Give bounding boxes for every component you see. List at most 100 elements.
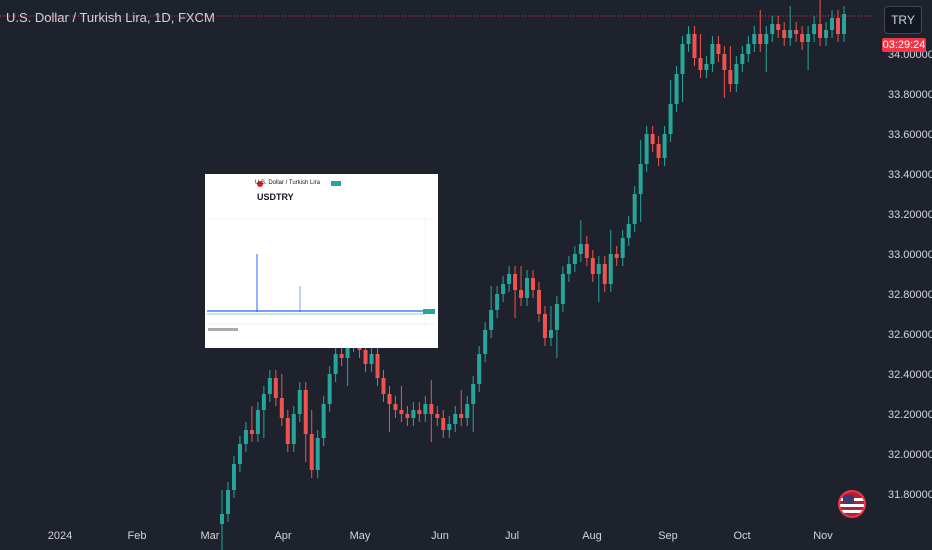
y-tick-label: 33.20000: [888, 209, 932, 221]
x-tick-label: Apr: [274, 530, 291, 542]
candle-body: [267, 378, 272, 394]
candle-body: [740, 54, 745, 64]
y-tick-label: 33.40000: [888, 169, 932, 181]
candle-body: [692, 34, 697, 58]
candle-body: [381, 378, 386, 394]
candle-body: [614, 254, 619, 258]
candle-body: [716, 44, 721, 54]
candle-body: [459, 414, 464, 418]
candle-body: [638, 164, 643, 194]
candle-body: [818, 24, 823, 38]
candle-body: [525, 278, 530, 298]
candle-body: [536, 290, 541, 314]
candle-body: [578, 244, 583, 254]
candle-body: [686, 34, 691, 44]
candle-body: [650, 134, 655, 144]
candle-body: [662, 134, 667, 158]
x-tick-label: 2024: [48, 530, 72, 542]
candle-body: [375, 354, 380, 378]
candle-body: [387, 394, 392, 404]
candle-body: [566, 264, 571, 274]
candle-body: [237, 444, 242, 464]
candle-body: [435, 414, 440, 418]
candle-body: [776, 24, 781, 30]
candle-body: [363, 350, 368, 364]
inset-ticker: USDTRY: [257, 192, 294, 202]
x-tick-label: May: [350, 530, 371, 542]
candle-body: [824, 30, 829, 38]
candle-body: [489, 310, 494, 330]
countdown-badge: 03:29:24: [882, 38, 926, 52]
candle-body: [800, 34, 805, 42]
candle-body: [728, 70, 733, 84]
candle-body: [471, 384, 476, 404]
candle-body: [291, 414, 296, 444]
candle-body: [734, 64, 739, 84]
inset-screenshot: U.S. Dollar / Turkish Lira USDTRY: [205, 174, 438, 348]
candle-body: [674, 74, 679, 104]
candle-body: [273, 378, 278, 398]
y-tick-label: 34.00000: [888, 49, 932, 61]
us-flag-icon[interactable]: [838, 490, 866, 518]
candle-body: [249, 430, 254, 434]
candle-body: [596, 264, 601, 274]
candle-body: [602, 264, 607, 284]
candle-body: [285, 418, 290, 444]
currency-selector[interactable]: TRY: [884, 6, 922, 34]
candle-body: [722, 54, 727, 70]
y-tick-label: 32.60000: [888, 329, 932, 341]
candle-body: [309, 434, 314, 470]
x-tick-label: Feb: [128, 530, 147, 542]
y-tick-label: 32.20000: [888, 409, 932, 421]
y-tick-label: 32.00000: [888, 449, 932, 461]
candle-body: [806, 34, 811, 42]
candle-body: [644, 134, 649, 164]
candle-body: [393, 404, 398, 410]
candle-body: [369, 354, 374, 364]
x-tick-label: Jul: [505, 530, 519, 542]
candle-body: [836, 18, 841, 34]
y-tick-label: 33.00000: [888, 249, 932, 261]
candle-body: [321, 404, 326, 438]
candle-body: [279, 398, 284, 418]
candle-body: [531, 278, 535, 290]
candle-body: [842, 14, 846, 34]
candle-body: [680, 44, 685, 74]
candle-body: [572, 254, 577, 264]
candle-body: [297, 390, 302, 414]
y-tick-label: 32.80000: [888, 289, 932, 301]
candle-body: [453, 414, 458, 424]
candle-body: [333, 354, 338, 374]
candle-body: [339, 354, 344, 358]
candle-body: [315, 438, 320, 470]
candle-body: [620, 238, 625, 258]
candle-body: [830, 18, 835, 30]
candle-body: [465, 404, 470, 418]
candle-body: [758, 34, 763, 44]
candle-body: [812, 24, 817, 34]
candle-body: [632, 194, 637, 224]
candle-body: [710, 44, 715, 64]
candle-body: [584, 244, 589, 258]
candle-body: [554, 304, 559, 330]
candle-body: [560, 274, 565, 304]
y-tick-label: 32.40000: [888, 369, 932, 381]
candle-body: [764, 34, 769, 44]
candle-body: [225, 490, 230, 514]
x-tick-label: Aug: [582, 530, 602, 542]
candle-body: [788, 30, 793, 38]
x-tick-label: Sep: [658, 530, 678, 542]
x-tick-label: Jun: [431, 530, 449, 542]
candle-body: [441, 418, 446, 430]
candle-body: [261, 394, 266, 410]
x-tick-label: Nov: [813, 530, 833, 542]
candle-body: [501, 284, 506, 294]
candle-body: [399, 410, 404, 414]
candle-body: [243, 430, 248, 444]
candle-body: [698, 58, 703, 70]
candle-body: [255, 410, 260, 434]
candle-body: [746, 44, 751, 54]
candle-body: [513, 274, 518, 290]
candle-body: [417, 410, 422, 414]
